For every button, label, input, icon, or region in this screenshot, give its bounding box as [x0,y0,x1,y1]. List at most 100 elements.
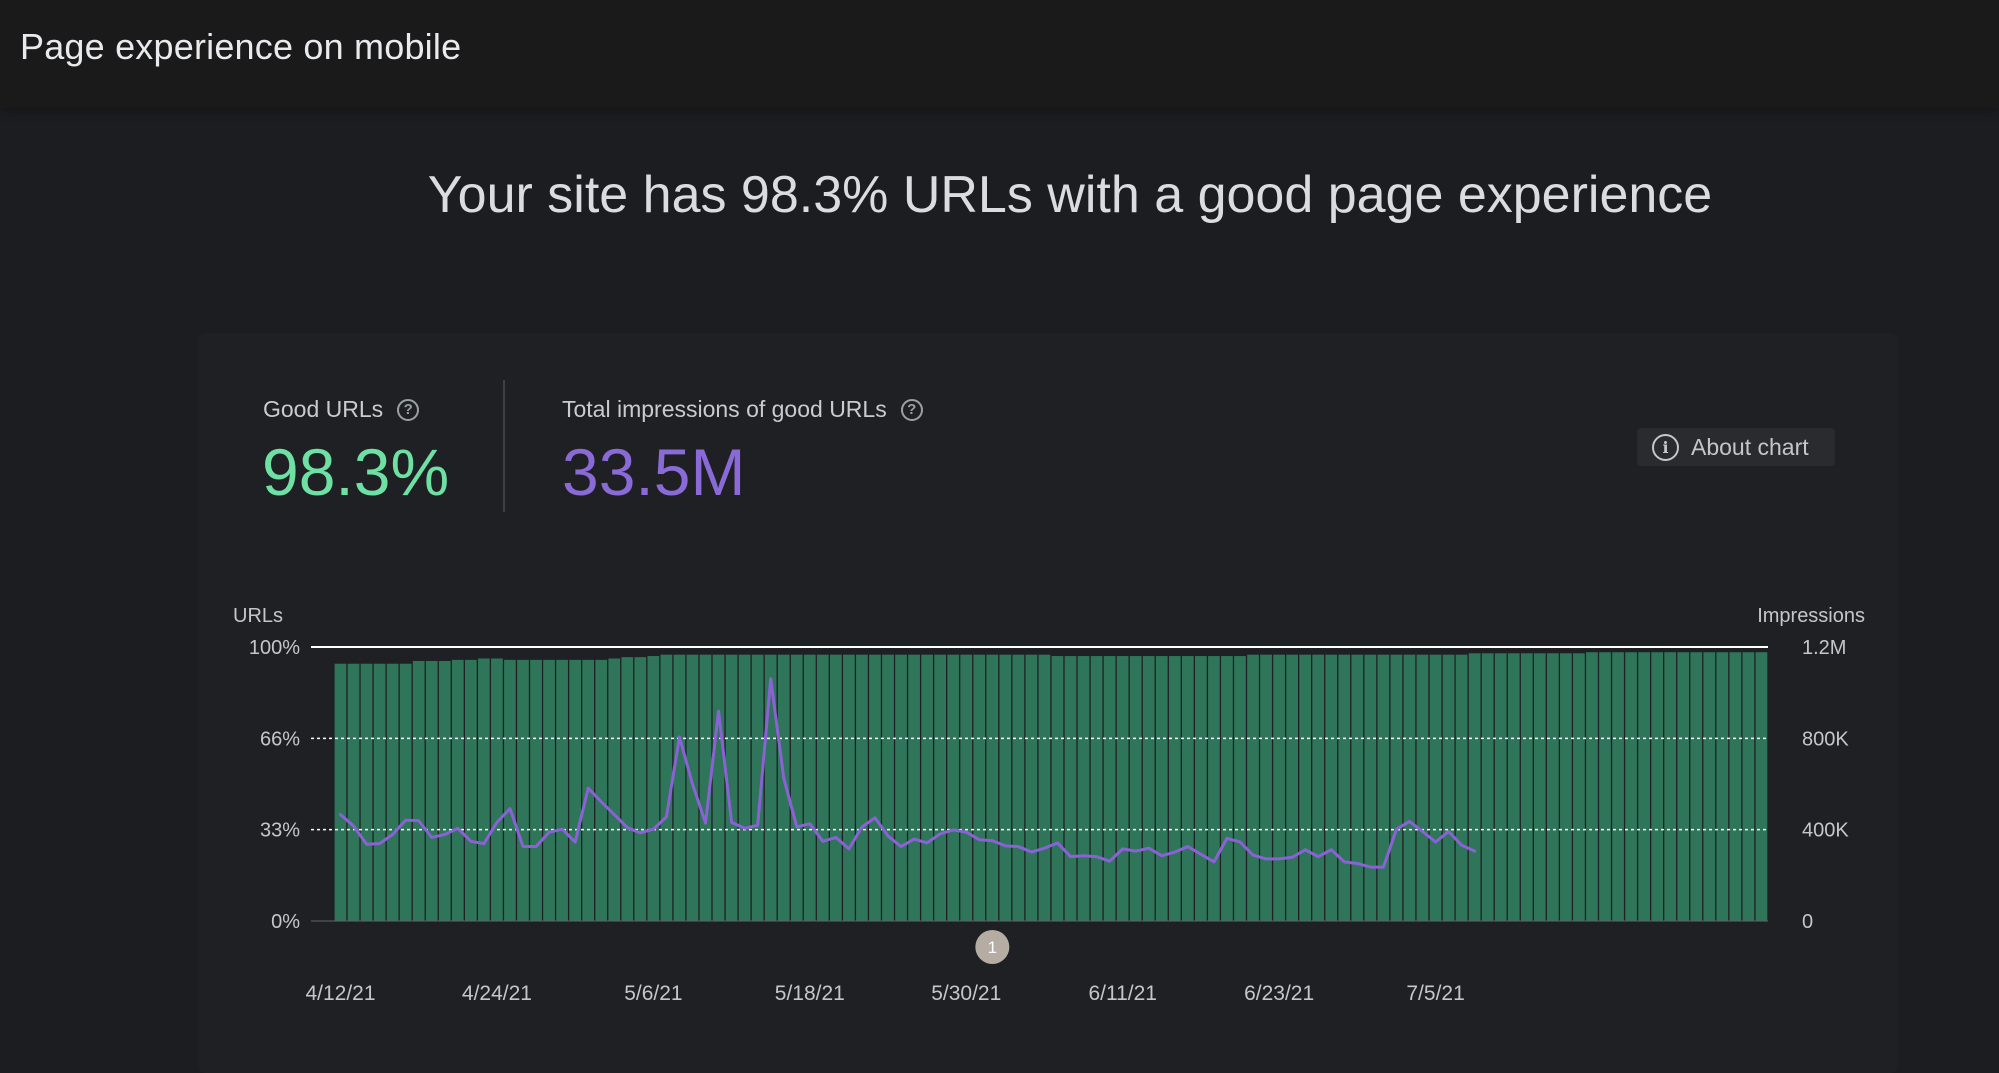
bar-good-urls [1077,656,1090,921]
bar-good-urls [1638,652,1650,921]
bar-good-urls [1351,654,1364,921]
good-urls-value: 98.3% [262,435,450,509]
bar-good-urls [543,659,555,921]
bar-good-urls [1012,654,1025,921]
bar-good-urls [530,659,542,921]
bar-good-urls [1468,653,1481,921]
bar-good-urls [1247,654,1259,921]
left-axis-tick: 33% [260,820,300,842]
bar-good-urls [829,654,842,921]
bar-good-urls [1260,654,1272,921]
bar-good-urls [1586,652,1598,921]
annotation-marker-label: 1 [988,938,997,957]
bar-good-urls [673,654,686,921]
bar-good-urls [412,660,425,921]
bar-good-urls [908,654,920,921]
bar-good-urls [1560,653,1572,921]
summary-headline: Your site has 98.3% URLs with a good pag… [427,166,1713,224]
bar-good-urls [1312,654,1325,921]
bar-good-urls [1455,654,1468,921]
bar-good-urls [1325,654,1338,921]
bar-good-urls [386,663,399,921]
bar-good-urls [1573,653,1585,921]
bar-good-urls [1507,653,1520,921]
bar-good-urls [556,659,568,921]
bar-good-urls [725,654,738,921]
bar-good-urls [1429,654,1442,921]
bar-good-urls [895,654,907,921]
bar-good-urls [1690,652,1703,921]
bar-good-urls [517,659,529,921]
bar-good-urls [856,654,868,921]
impressions-metric[interactable]: Total impressions of good URLs ? [562,396,923,423]
bar-good-urls [334,663,347,921]
bar-good-urls [1090,656,1103,921]
bar-good-urls [1442,654,1455,921]
x-axis-tick: 7/5/21 [1406,982,1464,1005]
bar-good-urls [1742,652,1755,921]
bar-good-urls [1403,654,1416,921]
bar-good-urls [1286,654,1298,921]
bar-good-urls [1338,654,1351,921]
bar-good-urls [360,663,373,921]
bar-good-urls [699,654,712,921]
bar-good-urls [869,654,881,921]
bar-good-urls [712,654,725,921]
bar-good-urls [1195,656,1207,921]
bar-good-urls [634,657,647,921]
left-axis-tick: 66% [260,728,300,750]
bar-good-urls [1051,656,1064,921]
bar-good-urls [1116,656,1129,921]
bar-good-urls [921,654,933,921]
bar-good-urls [1546,653,1559,921]
bar-good-urls [595,659,608,921]
x-axis-tick: 6/11/21 [1088,982,1157,1005]
help-icon[interactable]: ? [900,398,923,421]
about-chart-button[interactable]: i About chart [1637,428,1835,466]
x-axis-tick: 5/18/21 [775,982,845,1005]
bar-good-urls [1716,652,1729,921]
x-axis-tick: 6/23/21 [1244,982,1314,1005]
bar-good-urls [569,659,581,921]
bar-good-urls [399,663,412,921]
info-icon: i [1652,433,1679,461]
bar-good-urls [1533,653,1546,921]
good-urls-label: Good URLs [263,396,384,422]
good-urls-metric[interactable]: Good URLs ? [263,396,420,423]
annotation-marker [975,930,1010,964]
x-axis-tick: 5/6/21 [624,982,682,1005]
bar-good-urls [816,654,829,921]
bar-good-urls [1612,652,1624,921]
bar-good-urls [1155,656,1168,921]
bar-good-urls [882,654,894,921]
bar-good-urls [934,654,947,921]
bar-good-urls [1234,656,1246,921]
bar-good-urls [999,654,1012,921]
bar-good-urls [1520,653,1533,921]
bar-good-urls [425,660,438,921]
bar-good-urls [1481,653,1494,921]
bar-good-urls [1208,656,1220,921]
bar-good-urls [973,654,986,921]
help-icon[interactable]: ? [397,398,420,421]
bar-good-urls [660,654,673,921]
bar-good-urls [803,654,816,921]
bar-good-urls [1664,652,1677,921]
bar-good-urls [843,654,855,921]
bar-good-urls [1064,656,1077,921]
x-axis-tick: 5/30/21 [931,982,1001,1005]
impressions-label: Total impressions of good URLs [562,396,887,422]
bar-good-urls [451,659,464,921]
bar-good-urls [1299,654,1312,921]
bar-good-urls [1273,654,1285,921]
bar-good-urls [1025,654,1038,921]
bar-good-urls [478,658,490,921]
right-axis-tick: 800K [1802,728,1849,750]
right-axis-tick: 1.2M [1802,637,1846,659]
bar-good-urls [738,654,751,921]
bar-good-urls [1377,654,1390,921]
bar-good-urls [1625,652,1637,921]
bar-good-urls [491,658,503,921]
bar-good-urls [1416,654,1429,921]
